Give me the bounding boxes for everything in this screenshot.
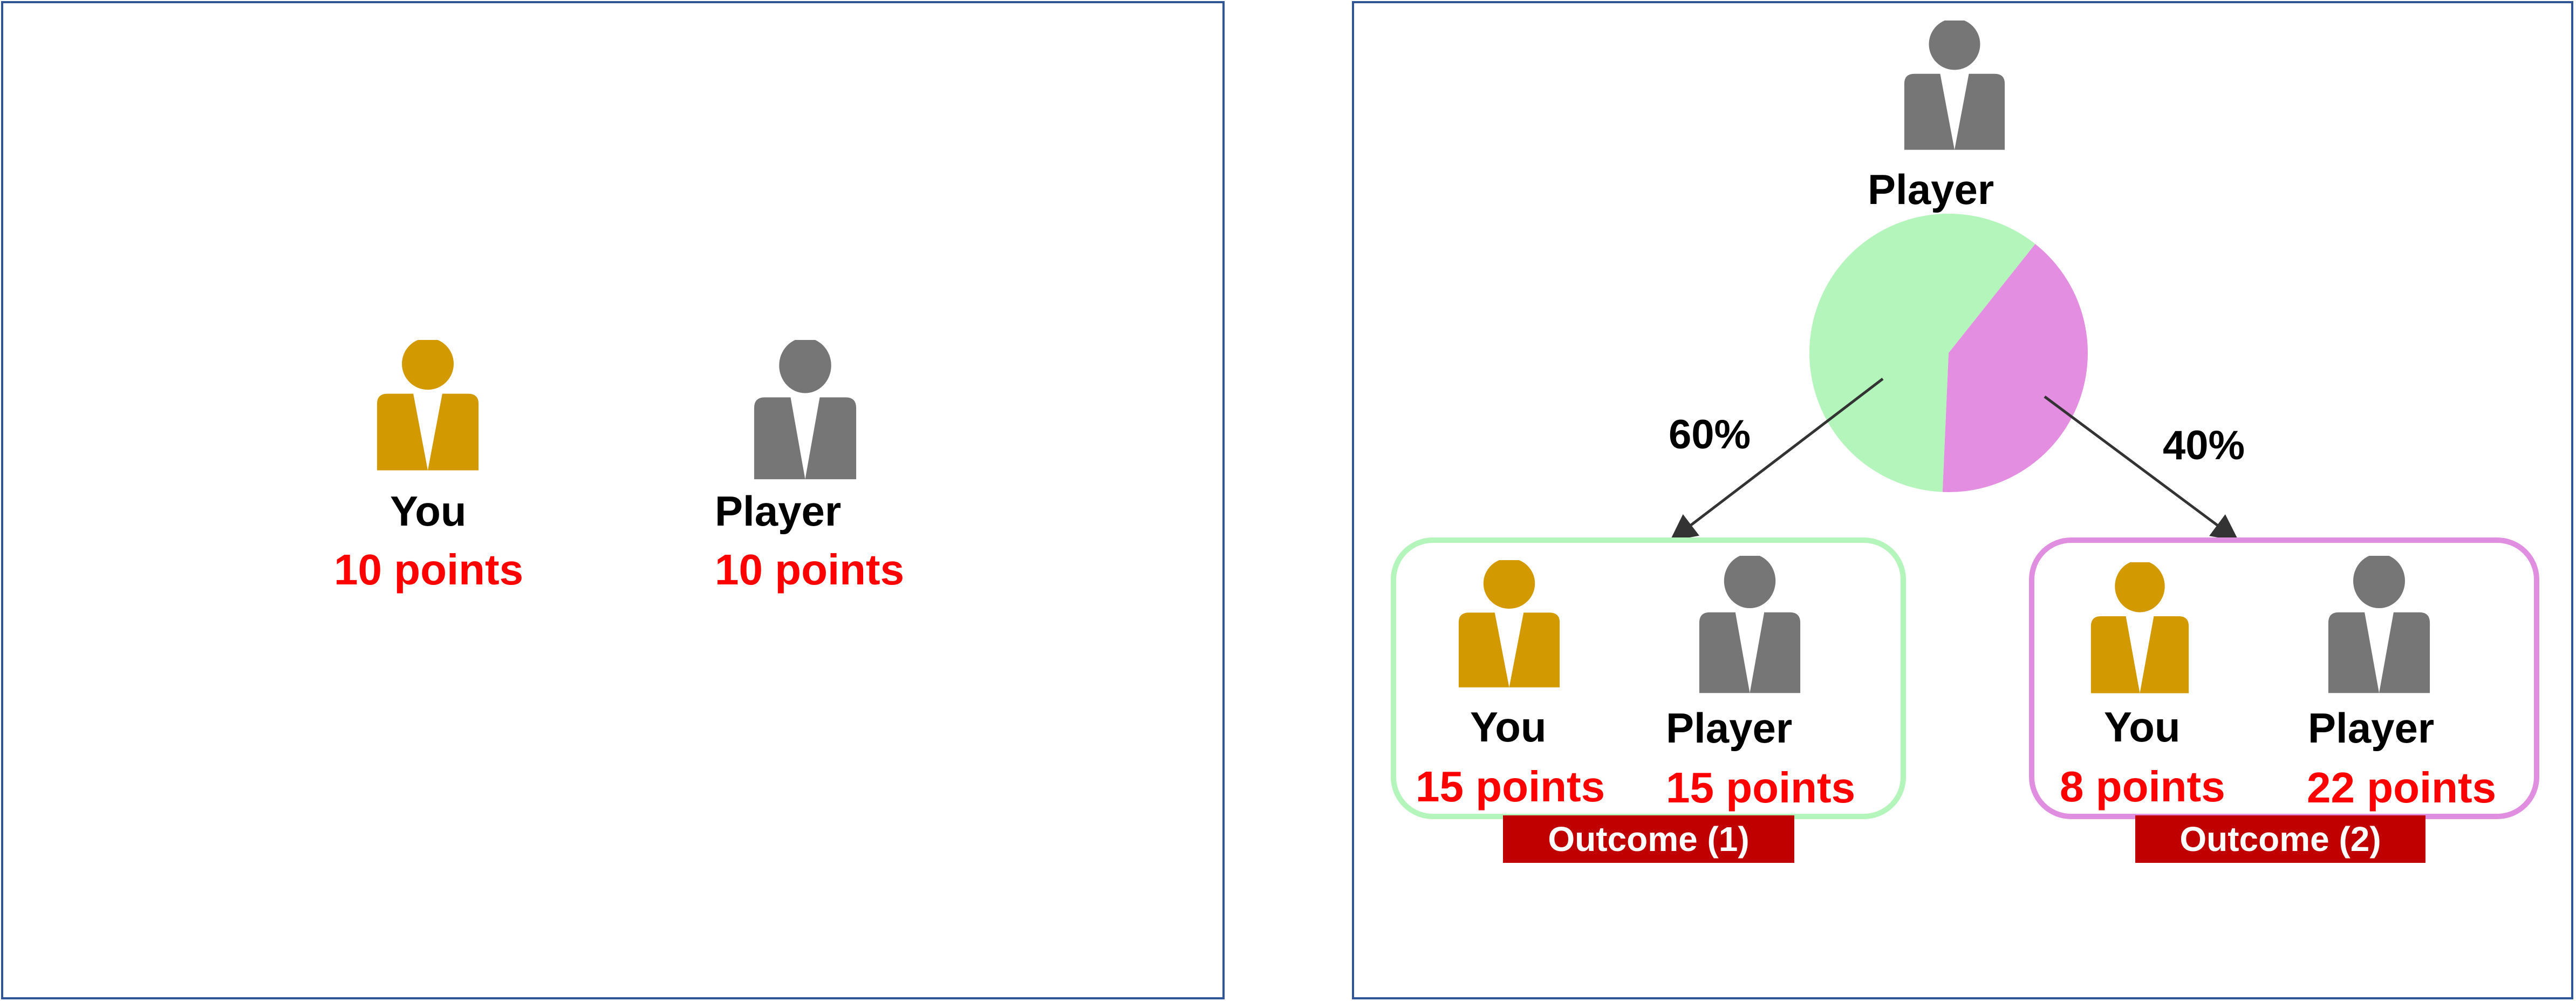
chooser-name: Player [1868,166,1994,213]
outcome-2-you-points: 8 points [2060,762,2225,811]
you-points: 10 points [334,546,524,594]
outcome-1-player-points: 15 points [1666,764,1856,812]
player-name: Player [715,487,842,535]
probability-label-1: 60% [1669,412,1751,458]
arrow-to-outcome-1 [1670,378,1884,542]
pie-slice-60 [1809,214,2035,492]
you-name: You [390,487,467,535]
initial-state-panel [1,1,1225,999]
outcome-1-you-points: 15 points [1416,762,1605,811]
outcome-1-player-name: Player [1666,704,1793,752]
outcome-1-you-icon [1458,560,1561,691]
outcome-1-you-name: You [1470,703,1547,751]
pie-slice-40 [1942,244,2088,492]
outcome-2-tag: Outcome (2) [2135,815,2425,863]
outcome-1-tag: Outcome (1) [1503,815,1794,863]
outcome-2-player-name: Player [2308,704,2435,752]
arrow-to-outcome-2 [2044,395,2239,541]
outcome-2-you-icon [2090,562,2190,697]
outcome-2-player-icon [2327,556,2431,697]
player-points: 10 points [715,546,905,594]
probability-label-2: 40% [2163,423,2245,468]
outcome-2-player-points: 22 points [2307,764,2497,812]
outcome-2-you-name: You [2104,703,2181,751]
outcome-1-player-icon [1698,556,1801,697]
